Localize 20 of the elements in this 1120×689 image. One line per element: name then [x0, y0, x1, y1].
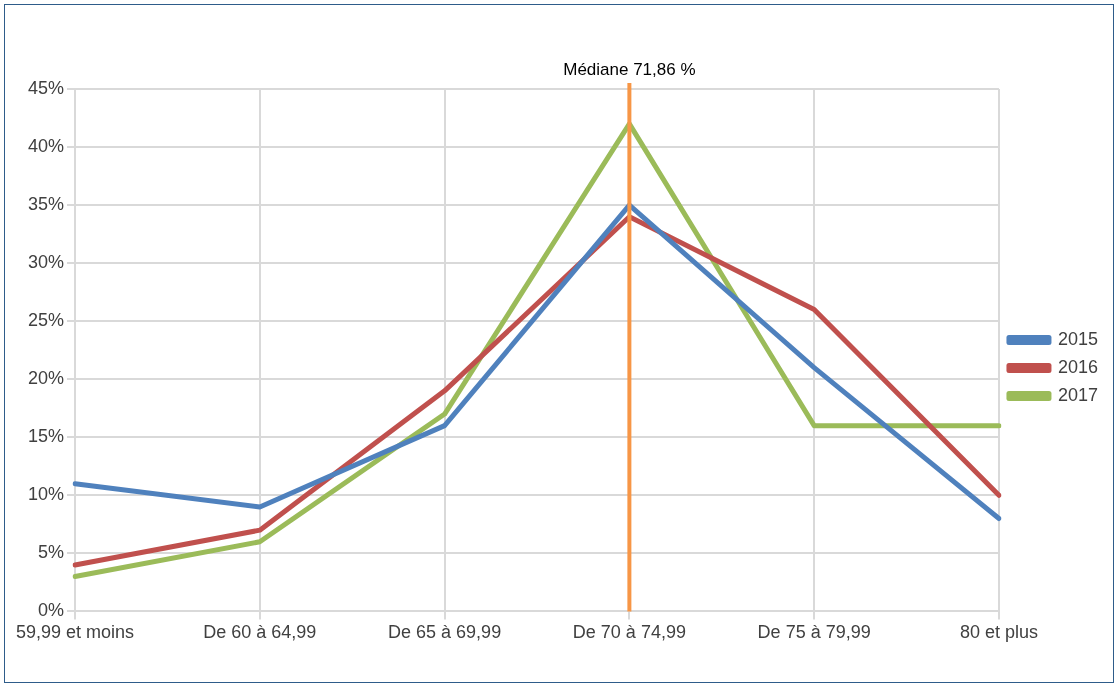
y-tick-label: 0%: [38, 600, 65, 621]
legend-label: 2015: [1057, 328, 1098, 349]
y-tick-label: 45%: [28, 77, 65, 98]
y-tick-label: 5%: [38, 542, 65, 563]
y-tick-label: 35%: [28, 194, 65, 215]
legend-label: 2016: [1057, 356, 1098, 377]
ref-line-label: Médiane 71,86 %: [563, 60, 696, 80]
legend-label: 2017: [1057, 384, 1098, 405]
x-tick-label: De 60 à 64,99: [203, 622, 317, 643]
y-tick-label: 20%: [28, 368, 65, 389]
y-tick-label: 40%: [28, 136, 65, 157]
x-tick-label: De 75 à 79,99: [757, 622, 871, 643]
y-tick-label: 15%: [28, 426, 65, 447]
y-tick-label: 10%: [28, 484, 65, 505]
x-tick-label: 80 et plus: [959, 622, 1038, 643]
y-tick-label: 25%: [28, 310, 65, 331]
y-tick-label: 30%: [28, 252, 65, 273]
x-tick-label: De 70 à 74,99: [572, 622, 686, 643]
x-tick-label: De 65 à 69,99: [388, 622, 502, 643]
x-tick-label: 59,99 et moins: [15, 622, 135, 643]
